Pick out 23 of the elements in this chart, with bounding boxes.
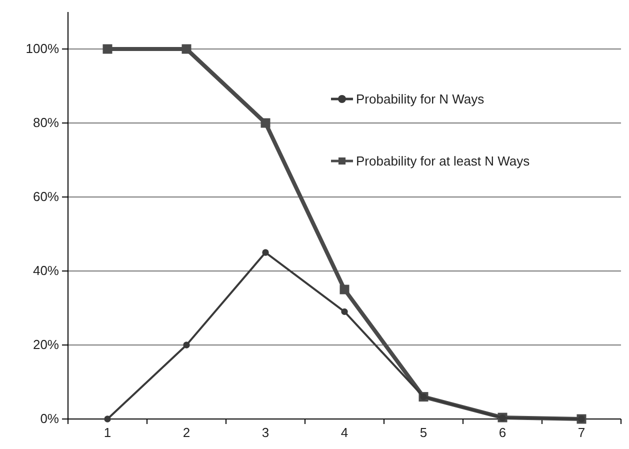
x-tick-label: 4 xyxy=(340,425,348,440)
point xyxy=(262,249,269,256)
x-tick-label: 3 xyxy=(262,425,270,440)
y-tick-label: 100% xyxy=(26,41,60,56)
x-tick-label: 1 xyxy=(104,425,112,440)
point xyxy=(340,284,350,294)
point xyxy=(102,44,112,54)
y-tick-label: 60% xyxy=(32,189,60,204)
x-tick-label: 6 xyxy=(498,425,506,440)
point xyxy=(183,342,190,348)
point xyxy=(104,416,111,422)
point xyxy=(260,118,270,128)
legend-label: Probability for at least N Ways xyxy=(356,154,530,168)
y-tick-label: 20% xyxy=(32,337,60,352)
point xyxy=(182,44,192,54)
y-tick-label: 40% xyxy=(32,263,60,278)
x-tick-label: 5 xyxy=(420,425,428,440)
point xyxy=(341,308,348,316)
y-tick-label: 80% xyxy=(32,115,60,130)
x-tick-label: 7 xyxy=(578,425,586,440)
legend-label: Probability for N Ways xyxy=(356,92,485,106)
y-tick-label: 0% xyxy=(40,411,60,426)
x-tick-label: 2 xyxy=(182,425,190,440)
